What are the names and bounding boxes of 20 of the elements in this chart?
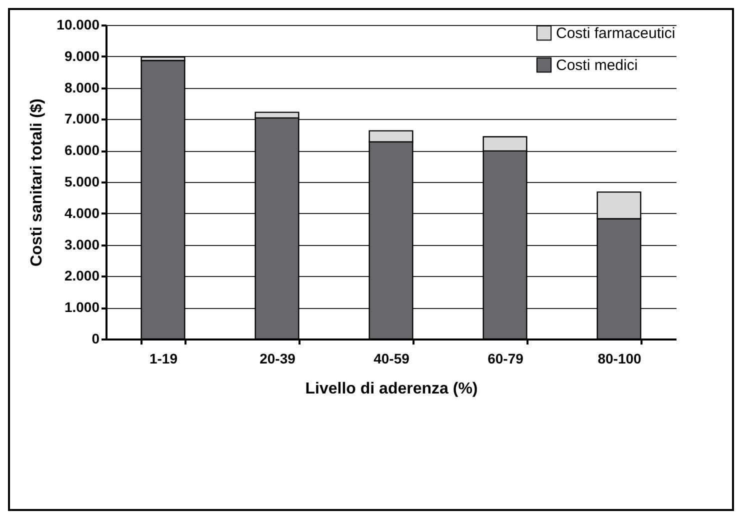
- x-tick-label: 60-79: [488, 350, 524, 366]
- x-tick-label: 20-39: [260, 350, 296, 366]
- y-tick-label: 9.000: [64, 48, 100, 64]
- y-tick-label: 10.000: [56, 16, 100, 32]
- x-tick-label: 80-100: [598, 350, 642, 366]
- legend-label: Costi medici: [556, 57, 638, 74]
- y-axis-title: Costi sanitari totali ($): [28, 98, 46, 267]
- x-tick-label: 1-19: [149, 350, 178, 366]
- y-tick-label: 3.000: [64, 236, 100, 252]
- y-tick-label: 8.000: [64, 79, 100, 96]
- y-tick-label: 0: [92, 330, 100, 346]
- legend-label: Costi farmaceutici: [556, 25, 676, 42]
- y-tick-label: 6.000: [64, 142, 100, 158]
- y-tick-label: 4.000: [64, 204, 100, 221]
- y-tick-label: 1.000: [64, 299, 100, 316]
- y-tick-label: 7.000: [64, 110, 100, 127]
- x-axis-title: Livello di aderenza (%): [305, 380, 478, 398]
- x-tick-label: 40-59: [374, 350, 410, 366]
- y-tick-label: 5.000: [64, 174, 100, 190]
- y-tick-label: 2.000: [64, 268, 100, 284]
